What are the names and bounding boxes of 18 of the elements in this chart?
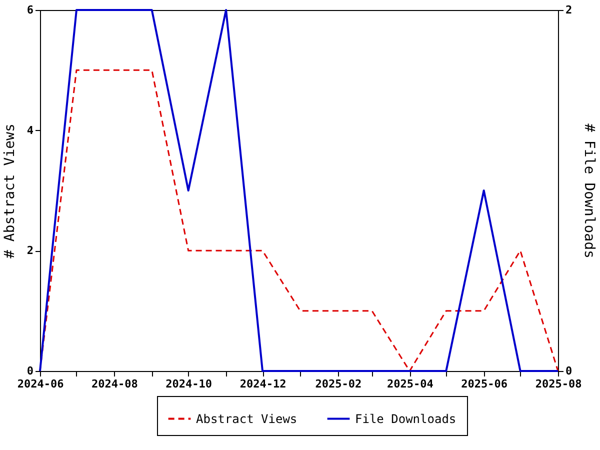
y-tick-label: 6 <box>26 4 34 16</box>
x-tick-label: 2024-10 <box>166 378 212 390</box>
x-tick-label: 2024-06 <box>17 378 64 390</box>
x-tick-label: 2025-08 <box>535 378 582 390</box>
x-tick-label: 2024-08 <box>91 378 138 390</box>
x-tick-label: 2024-12 <box>240 378 286 390</box>
x-tick-label: 2025-04 <box>386 378 434 390</box>
y2-tick-label: 0 <box>566 364 572 378</box>
x-tick-label: 2025-06 <box>461 378 508 390</box>
y-tick-label: 0 <box>26 364 34 378</box>
legend-label: File Downloads <box>355 412 456 426</box>
y-tick-label: 2 <box>26 244 34 258</box>
y-tick-label: 4 <box>26 124 34 137</box>
legend-label: Abstract Views <box>196 412 298 426</box>
y2-axis-title: # File Downloads <box>581 124 598 258</box>
y2-tick-label: 2 <box>566 4 572 16</box>
y-axis-title: # Abstract Views <box>2 124 18 258</box>
x-tick-label: 2025-02 <box>315 378 362 390</box>
